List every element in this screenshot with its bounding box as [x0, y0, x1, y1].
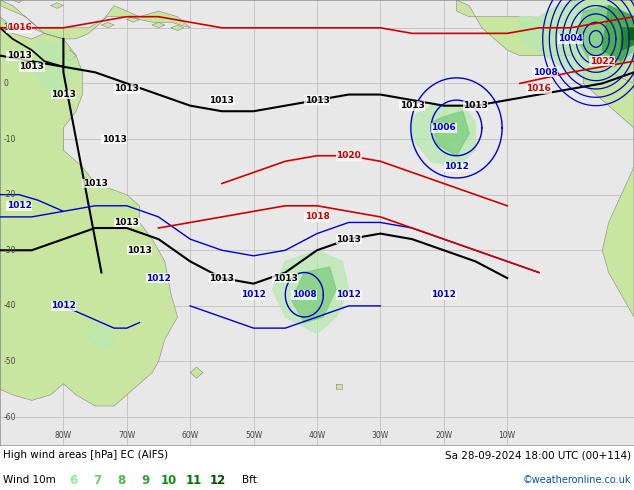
Polygon shape [32, 39, 76, 95]
Text: -10: -10 [3, 135, 16, 144]
Text: 1013: 1013 [304, 96, 330, 104]
Text: 7: 7 [93, 473, 101, 487]
Polygon shape [0, 28, 178, 406]
Text: 1013: 1013 [19, 62, 44, 71]
Polygon shape [273, 250, 349, 334]
Polygon shape [520, 0, 634, 83]
Text: 1004: 1004 [558, 34, 583, 44]
Text: High wind areas [hPa] EC (AIFS): High wind areas [hPa] EC (AIFS) [3, 450, 168, 460]
Polygon shape [51, 3, 63, 8]
Polygon shape [571, 0, 634, 317]
Text: 1012: 1012 [431, 290, 456, 299]
Text: 6: 6 [68, 473, 77, 487]
Text: 1020: 1020 [336, 151, 361, 160]
Polygon shape [431, 111, 469, 156]
Polygon shape [336, 384, 342, 390]
Polygon shape [101, 22, 114, 28]
Text: 1012: 1012 [336, 290, 361, 299]
Text: 1013: 1013 [82, 179, 108, 188]
Polygon shape [456, 0, 634, 83]
Text: 20W: 20W [435, 432, 453, 441]
Polygon shape [0, 0, 63, 39]
Polygon shape [127, 17, 139, 22]
Text: 0: 0 [3, 79, 8, 88]
Text: 1012: 1012 [444, 162, 469, 171]
Text: 1006: 1006 [431, 123, 456, 132]
Text: 1013: 1013 [463, 101, 488, 110]
Text: 1008: 1008 [292, 290, 317, 299]
Text: 10: 10 [161, 473, 178, 487]
Text: 1013: 1013 [101, 135, 127, 144]
Text: -50: -50 [3, 357, 16, 366]
Text: 40W: 40W [308, 432, 326, 441]
Text: Sa 28-09-2024 18:00 UTC (00+114): Sa 28-09-2024 18:00 UTC (00+114) [444, 450, 631, 460]
Text: 1013: 1013 [399, 101, 425, 110]
Text: -30: -30 [3, 246, 16, 255]
Text: 1008: 1008 [533, 68, 558, 77]
Text: 1013: 1013 [6, 51, 32, 60]
Text: ©weatheronline.co.uk: ©weatheronline.co.uk [522, 475, 631, 485]
Text: 10W: 10W [498, 432, 516, 441]
Polygon shape [621, 28, 634, 50]
Text: 10: 10 [3, 24, 13, 32]
Text: 12: 12 [209, 473, 226, 487]
Text: 1012: 1012 [241, 290, 266, 299]
Polygon shape [13, 0, 25, 3]
Polygon shape [89, 322, 114, 350]
Text: -20: -20 [3, 190, 16, 199]
Text: 70W: 70W [118, 432, 136, 441]
Text: 11: 11 [185, 473, 202, 487]
Text: -60: -60 [3, 413, 16, 421]
Text: 60W: 60W [181, 432, 199, 441]
Text: 1013: 1013 [114, 84, 139, 94]
Text: 1013: 1013 [209, 96, 235, 104]
Text: Bft: Bft [242, 475, 256, 485]
Polygon shape [602, 5, 634, 61]
Text: Wind 10m: Wind 10m [3, 475, 56, 485]
Polygon shape [577, 5, 634, 67]
Text: 1012: 1012 [51, 301, 76, 310]
Text: 1013: 1013 [336, 235, 361, 244]
Polygon shape [190, 367, 203, 378]
Text: 1012: 1012 [6, 201, 32, 210]
Text: 1016: 1016 [6, 24, 32, 32]
Text: 1013: 1013 [209, 273, 235, 283]
Text: -40: -40 [3, 301, 16, 310]
Text: 1013: 1013 [114, 218, 139, 227]
Polygon shape [412, 106, 476, 167]
Text: 1013: 1013 [127, 246, 152, 255]
Text: 1018: 1018 [304, 212, 330, 221]
Polygon shape [0, 5, 190, 39]
Text: 1013: 1013 [273, 273, 298, 283]
Text: 9: 9 [141, 473, 150, 487]
Polygon shape [152, 22, 165, 28]
Text: 30W: 30W [372, 432, 389, 441]
Text: 1012: 1012 [146, 273, 171, 283]
Polygon shape [292, 267, 336, 322]
Text: 1013: 1013 [51, 90, 76, 99]
Text: 80W: 80W [55, 432, 72, 441]
Polygon shape [63, 50, 76, 61]
Polygon shape [171, 25, 184, 30]
Polygon shape [628, 28, 634, 39]
Text: 8: 8 [117, 473, 126, 487]
Text: 1022: 1022 [590, 57, 615, 66]
Text: 1016: 1016 [526, 84, 552, 94]
Text: 50W: 50W [245, 432, 262, 441]
